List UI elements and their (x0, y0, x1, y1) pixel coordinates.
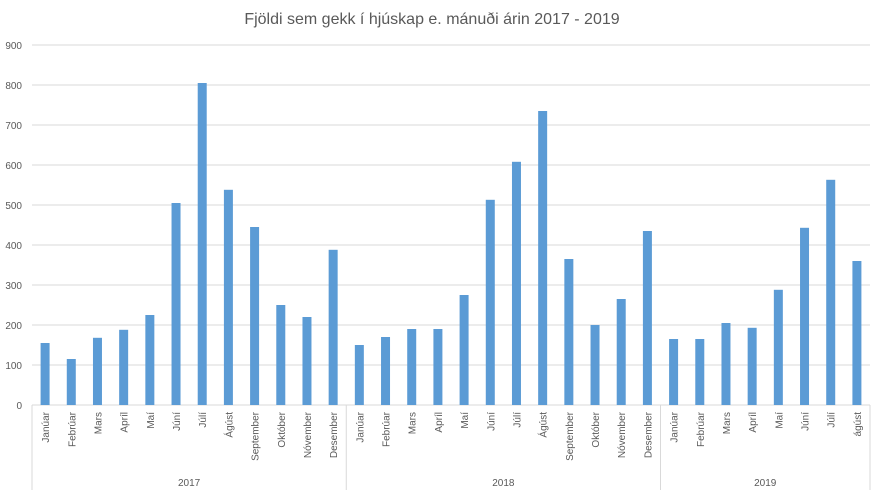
bar (302, 317, 312, 405)
x-tick-label: Febrúar (67, 411, 78, 447)
bar (616, 299, 626, 405)
y-tick-label: 700 (5, 121, 22, 132)
x-tick-label: September (251, 411, 262, 461)
x-tick-label: Apríl (120, 412, 131, 433)
y-tick-label: 100 (5, 361, 22, 372)
y-tick-label: 600 (5, 161, 22, 172)
bar (747, 327, 757, 405)
bar (642, 231, 652, 405)
x-tick-label: Mars (93, 412, 104, 434)
year-label: 2019 (754, 478, 777, 489)
bar (328, 249, 338, 405)
chart-title: Fjöldi sem gekk í hjúskap e. mánuði árin… (244, 11, 619, 28)
x-tick-label: Ágúst (537, 412, 550, 438)
bar (250, 227, 260, 405)
x-tick-label: Mars (408, 412, 419, 434)
bar (511, 161, 521, 405)
bar (119, 329, 129, 405)
x-tick-label: Október (277, 411, 288, 447)
bar (695, 339, 705, 405)
y-tick-label: 800 (5, 81, 22, 92)
x-tick-label: Apríl (434, 412, 445, 433)
x-tick-label: ágúst (853, 412, 864, 437)
y-tick-label: 900 (5, 41, 22, 52)
bar (800, 227, 810, 405)
x-tick-label: Mars (722, 412, 733, 434)
x-tick-label: Október (591, 411, 602, 447)
year-label: 2018 (492, 478, 515, 489)
bar (669, 339, 679, 405)
x-tick-label: Nóvember (617, 411, 628, 458)
bar (773, 289, 783, 405)
bar (826, 179, 836, 405)
x-tick-label: Janúar (41, 411, 52, 442)
bar (92, 337, 102, 405)
y-tick-label: 400 (5, 241, 22, 252)
x-tick-label: Maí (146, 412, 157, 429)
x-tick-label: September (565, 411, 576, 461)
bar (433, 329, 443, 405)
bar (459, 295, 469, 405)
x-tick-label: Júlí (512, 412, 523, 428)
bar (721, 323, 731, 405)
bar (852, 261, 862, 405)
year-label: 2017 (178, 478, 201, 489)
y-tick-label: 0 (16, 401, 22, 412)
x-tick-label: Júní (172, 412, 183, 431)
bar (381, 337, 391, 405)
x-tick-label: Júlí (198, 412, 209, 428)
x-tick-label: Apríl (748, 412, 759, 433)
x-tick-label: Janúar (355, 411, 366, 442)
x-tick-label: Júní (801, 412, 812, 431)
bar (197, 83, 207, 405)
y-tick-label: 300 (5, 281, 22, 292)
x-tick-label: Desember (329, 411, 340, 458)
bar (171, 203, 181, 405)
bar (590, 325, 600, 405)
x-tick-label: Maí (774, 412, 785, 429)
x-tick-label: Maí (460, 412, 471, 429)
bar (407, 329, 417, 405)
bar (485, 199, 495, 405)
bar (276, 305, 286, 405)
bar (145, 315, 155, 405)
y-tick-label: 200 (5, 321, 22, 332)
bar (354, 345, 364, 405)
x-tick-label: Júlí (827, 412, 838, 428)
x-tick-label: Febrúar (696, 411, 707, 447)
x-tick-label: Janúar (670, 411, 681, 442)
x-tick-label: Nóvember (303, 411, 314, 458)
y-tick-label: 500 (5, 201, 22, 212)
x-tick-label: Febrúar (382, 411, 393, 447)
bar (66, 359, 76, 405)
x-tick-label: Júní (486, 412, 497, 431)
bar (538, 111, 548, 405)
bar (223, 189, 233, 405)
x-tick-label: Desember (643, 411, 654, 458)
bar (564, 259, 574, 405)
bar (40, 343, 50, 405)
x-tick-label: Ágúst (222, 412, 235, 438)
